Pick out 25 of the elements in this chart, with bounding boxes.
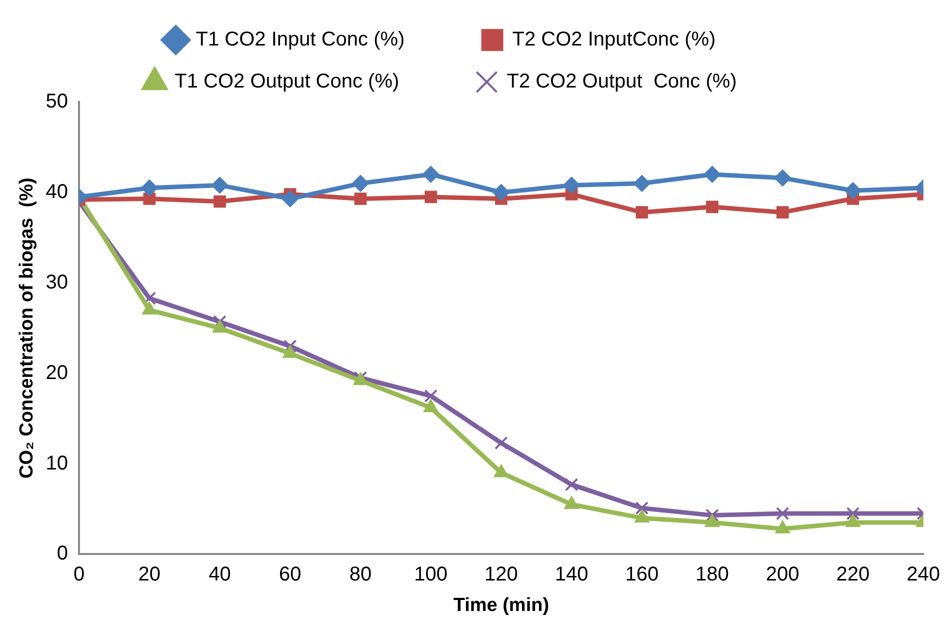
x-tick-label: 200: [766, 564, 800, 586]
y-tick-label: 20: [46, 362, 68, 384]
x-tick-label: 60: [278, 564, 302, 586]
x-tick-label: 80: [349, 564, 372, 586]
x-tick-label: 160: [625, 564, 659, 586]
x-tick-label: 40: [208, 564, 231, 586]
x-tick-label: 0: [73, 564, 85, 586]
y-tick-label: 30: [46, 271, 68, 294]
x-tick-label: 140: [554, 564, 588, 586]
x-tick-label: 220: [836, 564, 870, 586]
legend-label: T2 CO2 Output Conc (%): [506, 70, 792, 93]
x-tick-label: 180: [696, 564, 729, 586]
x-tick-label: 240: [906, 564, 940, 586]
legend-label: T1 CO2 Output Conc (%): [174, 70, 455, 93]
legend-label: T1 CO2 Input Conc (%): [196, 28, 460, 51]
x-axis-title: Time (min): [453, 594, 550, 616]
y-tick-label: 0: [56, 542, 68, 565]
legend-label: T2 CO2 InputConc (%): [512, 28, 772, 51]
y-tick-label: 40: [46, 180, 68, 203]
x-tick-label: 120: [484, 564, 518, 586]
y-axis-title: CO₂ Concentration of biogas (%): [16, 178, 38, 479]
x-tick-label: 100: [414, 564, 448, 586]
y-tick-label: 50: [46, 90, 68, 113]
x-tick-label: 20: [138, 564, 161, 586]
y-tick-label: 10: [46, 452, 68, 474]
